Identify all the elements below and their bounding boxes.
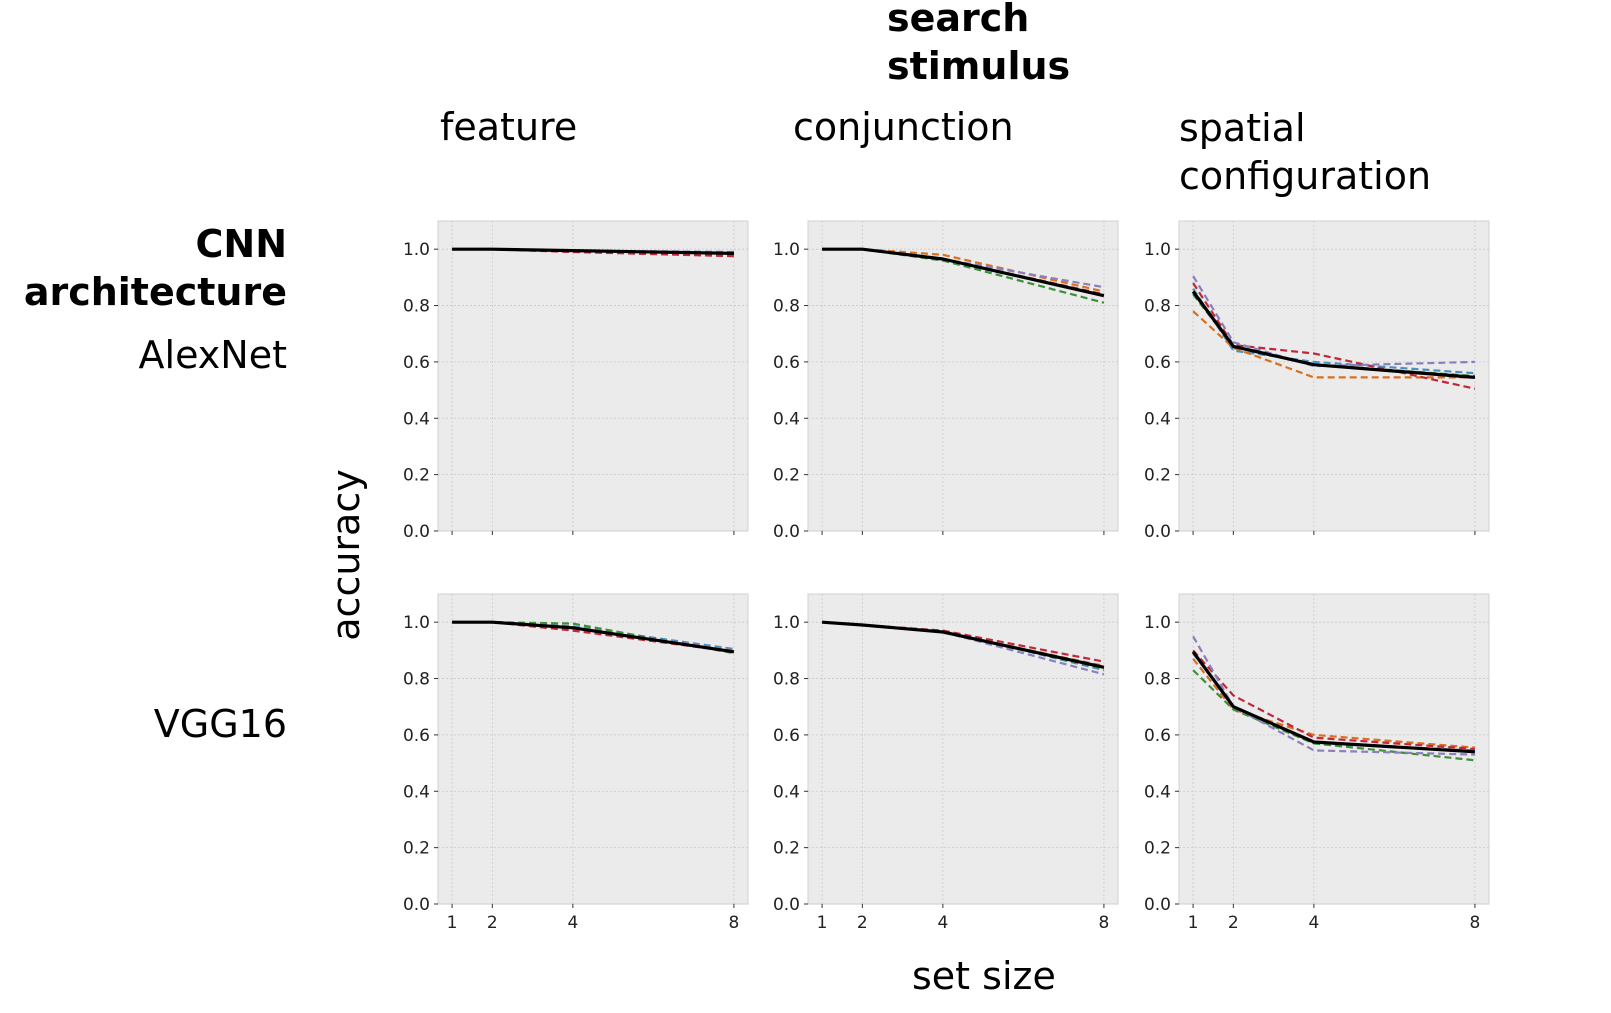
y-tick-label: 0.8 <box>1144 670 1171 690</box>
panel-alexnet-conjunction: 0.0 0.2 0.4 0.6 0.8 1.0 <box>773 220 1119 542</box>
column-title-conjunction: conjunction <box>793 105 1014 149</box>
x-tick-label: 4 <box>567 913 578 933</box>
y-tick-label: 0.6 <box>773 353 800 373</box>
column-title-spatial-configuration: spatial configuration <box>1179 106 1432 198</box>
panel-background <box>437 593 749 905</box>
x-tick-label: 4 <box>937 913 948 933</box>
row-title-vgg16: VGG16 <box>153 702 287 746</box>
y-tick-label: 0.2 <box>1144 839 1171 859</box>
y-tick-label: 0.0 <box>403 522 430 542</box>
series-line-1 <box>1192 310 1475 379</box>
series-line-4 <box>1192 275 1475 368</box>
col-header: search stimulus <box>887 0 1071 88</box>
y-tick-label: 0.2 <box>403 466 430 486</box>
x-tick-label: 8 <box>728 913 739 933</box>
y-tick-label: 0.6 <box>403 726 430 746</box>
y-tick-label: 1.0 <box>1144 240 1171 260</box>
mean-series-line <box>452 620 735 654</box>
y-tick-label: 0.2 <box>773 466 800 486</box>
y-tick-label: 0.8 <box>773 297 800 317</box>
x-tick-label: 1 <box>817 913 828 933</box>
row-header: CNN architecture <box>23 222 287 314</box>
y-tick-label: 0.6 <box>403 353 430 373</box>
y-tick-label: 0.4 <box>773 782 800 802</box>
mean-series-line <box>452 247 734 255</box>
y-tick-label: 0.4 <box>403 409 430 429</box>
y-tick-label: 0.6 <box>1144 353 1171 373</box>
y-tick-label: 0.4 <box>1144 782 1171 802</box>
x-tick-label: 8 <box>1469 913 1480 933</box>
y-tick-label: 1.0 <box>773 240 800 260</box>
y-tick-label: 0.8 <box>403 670 430 690</box>
mean-series-line <box>822 247 1105 298</box>
y-tick-label: 0.8 <box>403 297 430 317</box>
y-tick-label: 0.6 <box>773 726 800 746</box>
y-tick-label: 1.0 <box>403 240 430 260</box>
series-line-4 <box>1192 635 1475 756</box>
series-line-3 <box>1192 649 1475 751</box>
panel-alexnet-spatial-configuration: 0.0 0.2 0.4 0.6 0.8 1.0 <box>1144 220 1490 542</box>
y-tick-label: 1.0 <box>1144 613 1171 633</box>
y-tick-label: 0.2 <box>1144 466 1171 486</box>
y-tick-label: 0.4 <box>773 409 800 429</box>
y-tick-label: 0.4 <box>1144 409 1171 429</box>
x-tick-label: 2 <box>1228 913 1239 933</box>
panel-background <box>807 593 1119 905</box>
y-tick-label: 0.8 <box>773 670 800 690</box>
y-tick-label: 0.4 <box>403 782 430 802</box>
panel-alexnet-feature: 0.0 0.2 0.4 0.6 0.8 1.0 <box>403 220 749 542</box>
panel-vgg16-spatial-configuration: 0.0 0.2 0.4 0.6 0.8 1.0 1 2 4 8 <box>1144 593 1490 933</box>
y-tick-label: 0.0 <box>403 895 430 915</box>
y-axis-label: accuracy <box>324 469 368 641</box>
panel-background <box>437 220 749 532</box>
y-tick-label: 0.2 <box>773 839 800 859</box>
y-tick-label: 1.0 <box>773 613 800 633</box>
x-tick-label: 2 <box>487 913 498 933</box>
panel-vgg16-conjunction: 0.0 0.2 0.4 0.6 0.8 1.0 1 2 4 8 <box>773 593 1119 933</box>
y-tick-label: 0.2 <box>403 839 430 859</box>
y-tick-label: 0.6 <box>1144 726 1171 746</box>
y-tick-label: 0.0 <box>773 895 800 915</box>
panel-vgg16-feature: 0.0 0.2 0.4 0.6 0.8 1.0 1 2 4 8 <box>403 593 749 933</box>
y-tick-label: 1.0 <box>403 613 430 633</box>
x-tick-label: 1 <box>447 913 458 933</box>
mean-series-line <box>1191 290 1476 379</box>
x-tick-label: 1 <box>1188 913 1199 933</box>
y-tick-label: 0.0 <box>1144 522 1171 542</box>
x-tick-label: 4 <box>1308 913 1319 933</box>
y-tick-label: 0.0 <box>773 522 800 542</box>
x-axis-label: set size <box>912 954 1056 998</box>
y-tick-label: 0.0 <box>1144 895 1171 915</box>
x-tick-label: 2 <box>857 913 868 933</box>
y-tick-label: 0.8 <box>1144 297 1171 317</box>
column-title-feature: feature <box>440 105 578 149</box>
mean-series-line <box>821 620 1105 669</box>
row-title-alexnet: AlexNet <box>138 333 287 377</box>
panel-background <box>807 220 1119 532</box>
mean-series-line <box>1191 650 1475 754</box>
x-tick-label: 8 <box>1098 913 1109 933</box>
